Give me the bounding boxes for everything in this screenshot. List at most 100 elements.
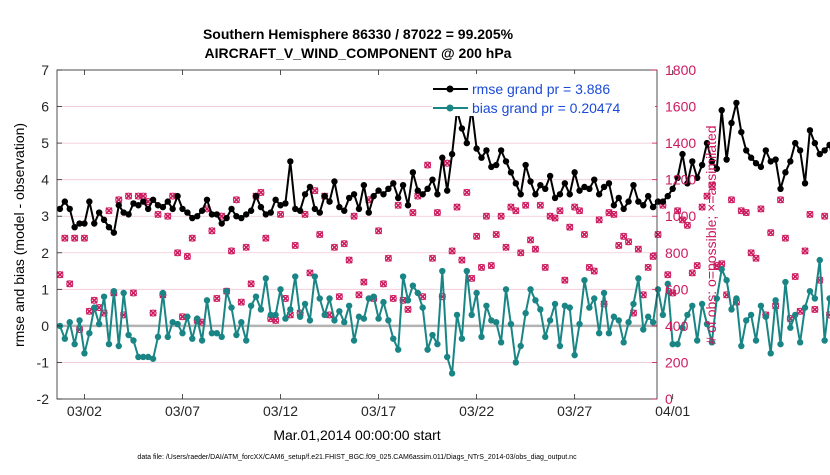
obs-possible-marker: [492, 230, 500, 239]
obs-assimilated-stroke: [718, 260, 726, 268]
obs-assimilated-marker: [791, 272, 799, 281]
obs-assimilated-marker: [801, 247, 809, 255]
rmse-point: [537, 181, 544, 189]
bias-point: [649, 319, 657, 326]
rmse-point: [223, 214, 230, 222]
bias-point: [708, 339, 716, 346]
obs-possible-marker: [80, 234, 89, 242]
bias-point: [164, 333, 171, 341]
obs-possible-marker: [536, 201, 544, 209]
bias-point: [566, 304, 573, 311]
obs-assimilated-marker: [379, 280, 388, 288]
bias-point: [189, 335, 196, 342]
obs-possible-marker: [262, 234, 270, 242]
obs-assimilated-marker: [340, 240, 348, 248]
bias-point: [375, 315, 382, 322]
obs-possible-marker: [227, 247, 236, 255]
rmse-point: [713, 165, 721, 172]
rmse-point: [91, 220, 98, 227]
rmse-point: [738, 128, 745, 136]
bias-point: [287, 306, 294, 313]
bias-point: [654, 286, 662, 293]
rmse-point: [493, 161, 500, 169]
bias-point: [91, 304, 98, 311]
y-tick-label-left: 6: [41, 99, 49, 115]
obs-possible-marker: [453, 203, 461, 211]
obs-assimilated-stroke: [811, 305, 819, 314]
rmse-point: [586, 185, 593, 193]
obs-assimilated-marker: [291, 241, 299, 250]
obs-possible-marker: [213, 294, 221, 303]
bias-point: [414, 289, 421, 297]
obs-possible-marker: [796, 307, 804, 315]
obs-assimilated-marker: [634, 245, 642, 253]
bias-point: [140, 353, 147, 361]
x-tick-label: 03/22: [459, 403, 494, 419]
bias-point: [625, 319, 632, 326]
rmse-point: [767, 158, 774, 165]
bias-point: [179, 330, 186, 337]
rmse-point: [375, 187, 382, 194]
rmse-point: [443, 187, 451, 194]
obs-possible-marker: [301, 210, 309, 218]
rmse-point: [105, 223, 113, 231]
obs-assimilated-stroke: [674, 207, 682, 215]
obs-possible-marker: [61, 234, 69, 242]
rmse-point: [326, 198, 333, 205]
bias-point: [620, 339, 627, 346]
obs-assimilated-marker: [757, 205, 765, 213]
bias-point: [591, 295, 598, 302]
obs-assimilated-stroke: [742, 209, 750, 217]
obs-assimilated-marker: [678, 216, 687, 224]
bias-point: [316, 295, 323, 302]
y-tick-label-right: 800: [665, 245, 689, 261]
obs-assimilated-marker: [605, 209, 613, 217]
obs-possible-marker: [355, 291, 363, 299]
bias-point: [390, 335, 397, 342]
bias-point: [439, 267, 446, 275]
obs-assimilated-stroke: [806, 210, 814, 218]
y-tick-label-right: 600: [665, 281, 689, 297]
obs-assimilated-stroke: [580, 230, 589, 239]
rmse-point: [71, 223, 78, 231]
bias-point: [154, 333, 162, 341]
rmse-point: [654, 198, 662, 205]
rmse-point: [684, 180, 691, 187]
obs-assimilated-marker: [551, 214, 559, 222]
obs-assimilated-stroke: [531, 245, 539, 253]
bias-point: [517, 342, 524, 350]
obs-assimilated-stroke: [174, 249, 182, 257]
obs-assimilated-marker: [644, 263, 652, 271]
bias-point: [576, 320, 583, 328]
obs-possible-marker: [698, 203, 706, 211]
obs-assimilated-marker: [620, 232, 628, 240]
obs-assimilated-marker: [183, 252, 191, 260]
rmse-point: [120, 209, 127, 216]
obs-assimilated-stroke: [698, 203, 706, 211]
bias-point: [816, 256, 823, 264]
obs-assimilated-stroke: [350, 212, 358, 220]
obs-assimilated-stroke: [571, 203, 579, 211]
rmse-point: [115, 202, 122, 209]
obs-assimilated-stroke: [272, 316, 280, 324]
data-file-footer: data file: /Users/raeder/DAI/ATM_forcXX/…: [137, 454, 577, 461]
obs-assimilated-stroke: [80, 234, 89, 242]
obs-assimilated-stroke: [237, 298, 245, 306]
obs-assimilated-marker: [105, 207, 113, 215]
chart-title: Southern Hemisphere 86330 / 87022 = 99.2…: [203, 26, 514, 42]
rmse-point: [385, 185, 392, 193]
bias-point: [512, 359, 520, 366]
obs-assimilated-stroke: [708, 181, 716, 189]
obs-assimilated-stroke: [433, 209, 441, 217]
rmse-point: [130, 200, 137, 207]
obs-assimilated-stroke: [615, 241, 623, 250]
obs-assimilated-stroke: [208, 227, 216, 235]
obs-assimilated-marker: [556, 207, 564, 215]
obs-assimilated-stroke: [379, 280, 388, 288]
bias-point: [301, 300, 309, 308]
rmse-point: [434, 191, 441, 198]
bias-point: [385, 317, 392, 324]
rmse-point: [542, 185, 549, 193]
obs-assimilated-stroke: [468, 274, 476, 282]
bias-point: [292, 273, 299, 280]
